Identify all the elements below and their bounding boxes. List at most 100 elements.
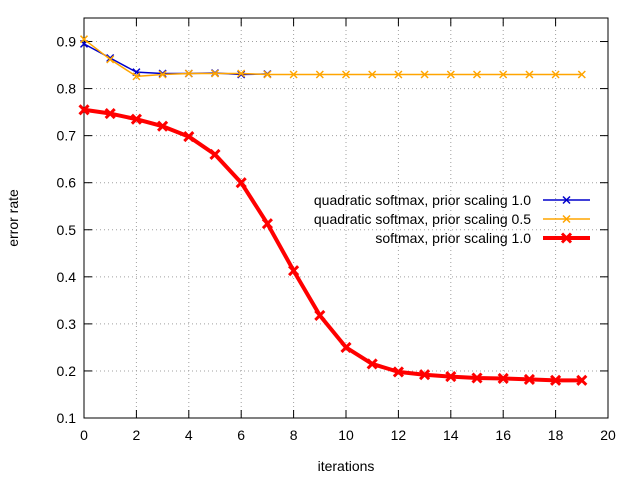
legend-label: quadratic softmax, prior scaling 1.0 (314, 192, 531, 208)
legend-marker (562, 214, 571, 224)
data-point (184, 69, 193, 78)
series-group (78, 35, 588, 386)
data-point (499, 70, 508, 79)
legend-label: quadratic softmax, prior scaling 0.5 (314, 211, 531, 227)
plot-frame (83, 17, 609, 419)
data-point (551, 70, 560, 79)
y-tick-label: 0.7 (57, 128, 77, 144)
x-tick-label: 14 (443, 427, 459, 443)
marker-stroke (445, 371, 457, 383)
data-point (525, 70, 534, 79)
marker-stroke (288, 265, 300, 277)
legend-marker (562, 195, 571, 205)
marker-stroke (420, 70, 429, 79)
data-point (237, 69, 246, 78)
data-point (420, 70, 429, 79)
y-axis-label: error rate (5, 189, 21, 247)
marker-stroke (78, 104, 90, 116)
data-point (78, 104, 90, 116)
data-point (577, 70, 586, 79)
marker-stroke (523, 373, 535, 385)
legend-marker (560, 232, 573, 244)
x-tick-label: 20 (600, 427, 616, 443)
marker-stroke (289, 70, 298, 79)
data-point (158, 70, 167, 79)
x-tick-label: 8 (290, 427, 298, 443)
marker-stroke (263, 70, 272, 79)
data-point (341, 70, 351, 79)
x-tick-label: 2 (133, 427, 141, 443)
y-tick-label: 0.4 (57, 269, 77, 285)
marker-stroke (576, 374, 588, 386)
legend-label: softmax, prior scaling 1.0 (375, 230, 531, 246)
data-point (472, 70, 482, 79)
data-point (445, 371, 457, 383)
x-tick-label: 4 (185, 427, 193, 443)
data-point (263, 70, 272, 79)
x-tick-label: 12 (391, 427, 407, 443)
data-point (79, 35, 89, 44)
data-point (392, 366, 404, 378)
data-point (471, 372, 483, 384)
data-point (106, 55, 115, 64)
data-point (132, 72, 141, 81)
marker-stroke (368, 70, 377, 79)
marker-stroke (341, 70, 351, 79)
marker-stroke (209, 148, 221, 161)
data-point (235, 177, 247, 189)
marker-stroke (472, 70, 482, 79)
marker-stroke (419, 369, 431, 381)
marker-stroke (237, 69, 246, 78)
data-point (130, 113, 142, 125)
y-tick-label: 0.8 (57, 81, 77, 97)
y-tick-label: 0.5 (57, 222, 77, 238)
data-point (497, 372, 509, 385)
marker-stroke (550, 374, 562, 386)
y-tick-label: 0.2 (57, 363, 77, 379)
marker-stroke (392, 366, 404, 378)
series-line (83, 107, 582, 383)
data-point (157, 120, 169, 132)
y-tick-label: 0.6 (57, 175, 77, 191)
x-tick-label: 6 (237, 427, 245, 443)
data-point (368, 70, 377, 79)
y-tick-label: 0.3 (57, 316, 77, 332)
marker-stroke (525, 70, 534, 79)
x-tick-label: 10 (338, 427, 354, 443)
marker-stroke (394, 70, 403, 79)
data-point (288, 265, 300, 277)
data-point (210, 69, 220, 78)
marker-stroke (157, 120, 169, 132)
marker-stroke (562, 195, 571, 205)
data-point (446, 70, 455, 79)
series-1 (79, 35, 586, 81)
marker-stroke (497, 372, 509, 385)
marker-stroke (499, 70, 508, 79)
data-point (550, 374, 562, 386)
data-point (183, 131, 195, 143)
data-point (576, 374, 588, 386)
marker-stroke (158, 70, 167, 79)
data-point (314, 309, 326, 321)
data-point (523, 373, 535, 385)
marker-stroke (551, 70, 560, 79)
marker-stroke (106, 55, 115, 64)
marker-stroke (130, 113, 142, 125)
marker-stroke (183, 131, 195, 143)
data-point (289, 70, 298, 79)
legend: quadratic softmax, prior scaling 1.0 quad… (314, 192, 590, 246)
marker-stroke (261, 218, 273, 230)
data-point (315, 70, 324, 79)
marker-stroke (106, 53, 115, 63)
data-point (340, 341, 352, 353)
marker-stroke (560, 232, 573, 244)
marker-stroke (210, 69, 220, 78)
data-point (419, 369, 431, 381)
x-tick-label: 18 (548, 427, 564, 443)
data-point (209, 148, 221, 161)
marker-stroke (471, 372, 483, 384)
series-2 (78, 104, 588, 386)
series-line (83, 38, 582, 78)
x-axis-label: iterations (318, 458, 375, 474)
